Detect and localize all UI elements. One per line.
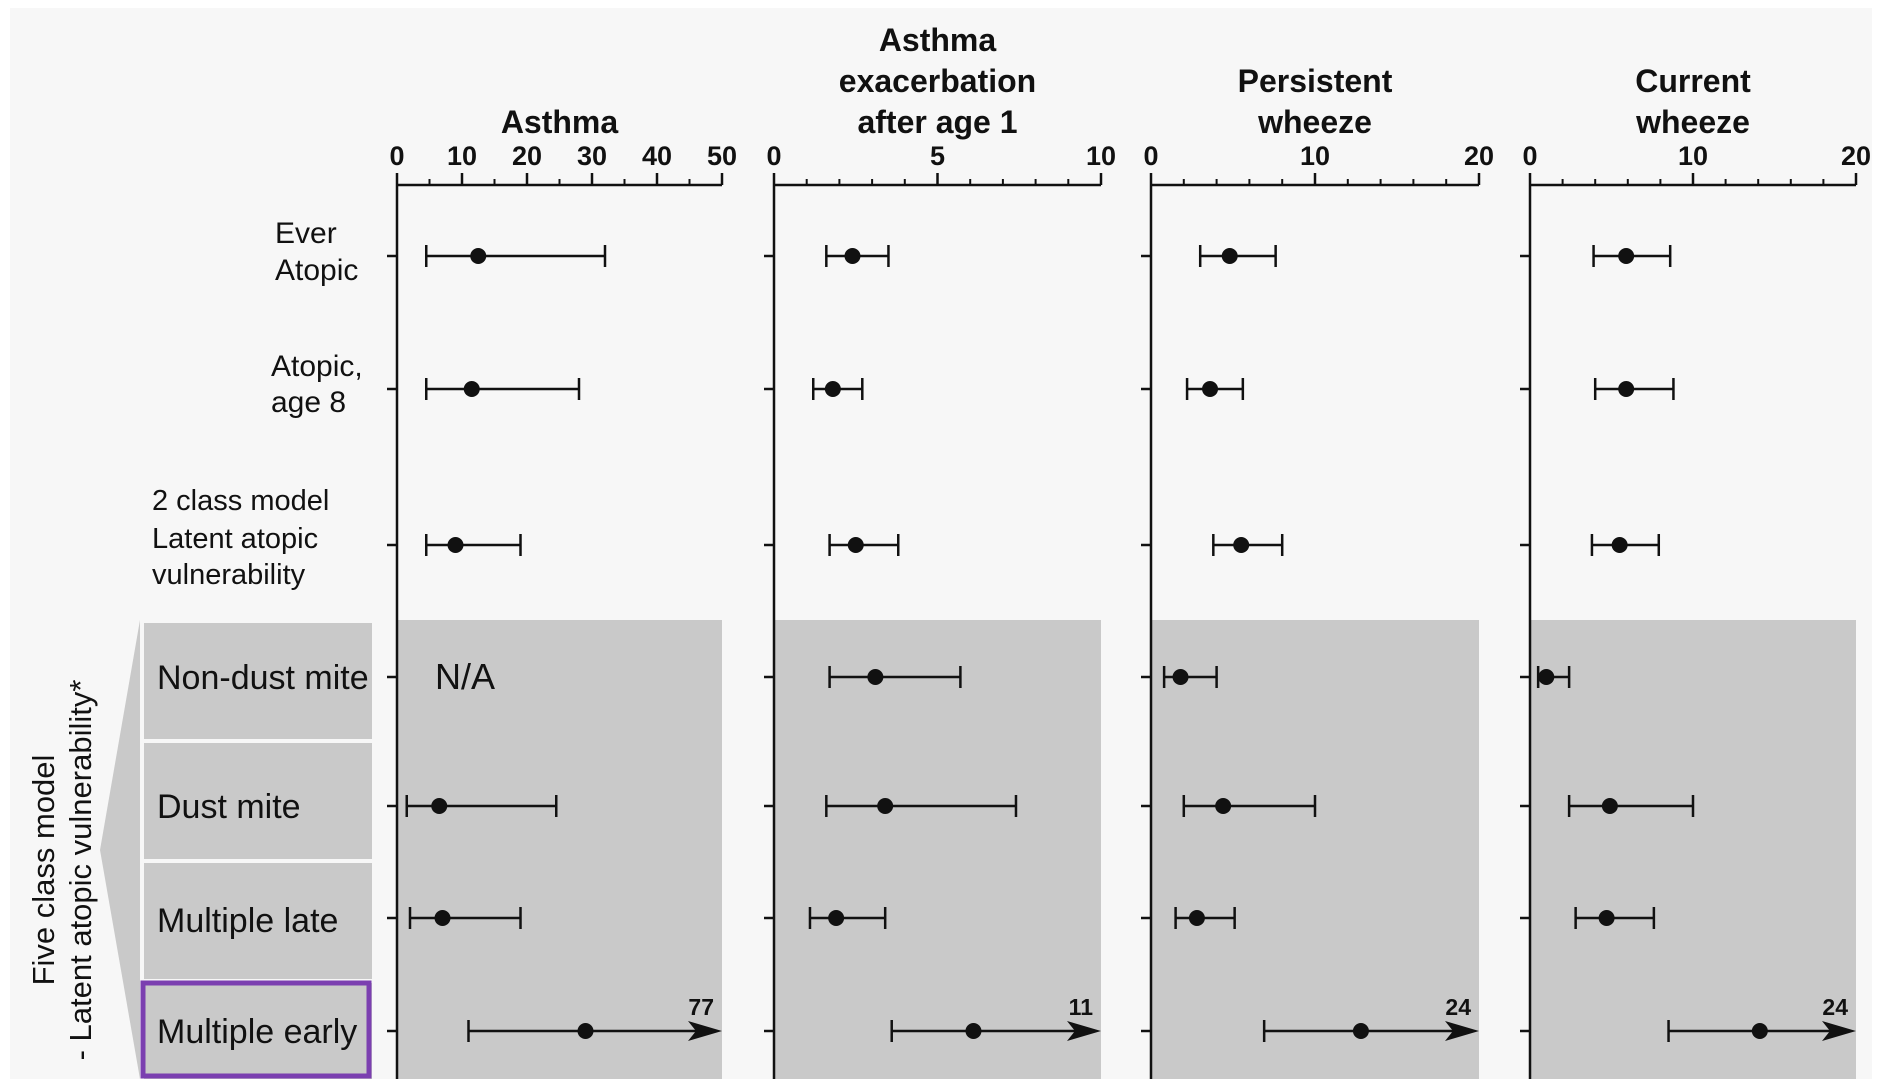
point-estimate-ever-atopic xyxy=(1221,248,1238,264)
group-bracket-arrow xyxy=(100,620,140,1079)
point-estimate-non-dust-mite xyxy=(1172,669,1189,685)
tick-label: 0 xyxy=(389,141,404,171)
point-estimate-non-dust-mite xyxy=(867,669,884,685)
panel-title: after age 1 xyxy=(857,104,1017,140)
point-estimate-atopic-age-8 xyxy=(463,381,480,397)
point-estimate-multiple-late xyxy=(828,910,845,926)
panel-title: Asthma xyxy=(501,104,619,140)
point-estimate-multiple-late xyxy=(1598,910,1615,926)
tick-label: 10 xyxy=(447,141,477,171)
point-estimate-two-class xyxy=(447,537,464,553)
point-estimate-atopic-age-8 xyxy=(824,381,841,397)
row-label-two-class: 2 class model xyxy=(152,485,329,517)
ci-upper-label: 11 xyxy=(1069,994,1094,1020)
tick-label: 0 xyxy=(1522,141,1537,171)
point-estimate-dust-mite xyxy=(877,798,894,814)
panel-shade-4 xyxy=(1530,620,1856,1079)
na-label: N/A xyxy=(435,656,495,697)
point-estimate-non-dust-mite xyxy=(1538,669,1555,685)
point-estimate-dust-mite xyxy=(431,798,448,814)
panel-title: wheeze xyxy=(1635,104,1750,140)
panel-title: Persistent xyxy=(1238,63,1393,99)
row-label-box-non-dust-mite xyxy=(144,623,372,739)
tick-label: 50 xyxy=(707,141,737,171)
point-estimate-atopic-age-8 xyxy=(1202,381,1219,397)
panel-title: wheeze xyxy=(1257,104,1372,140)
row-label-box-dust-mite xyxy=(144,743,372,859)
group-label-line: Five class model xyxy=(26,755,61,986)
row-label-non-dust-mite: Non-dust mite xyxy=(157,659,369,697)
point-estimate-two-class xyxy=(1233,537,1250,553)
tick-label: 30 xyxy=(577,141,607,171)
row-label-box-multiple-early xyxy=(144,983,372,1079)
row-label-dust-mite: Dust mite xyxy=(157,788,301,826)
point-estimate-two-class xyxy=(847,537,864,553)
tick-label: 10 xyxy=(1300,141,1330,171)
point-estimate-multiple-early xyxy=(577,1023,594,1039)
point-estimate-dust-mite xyxy=(1215,798,1232,814)
point-estimate-multiple-late xyxy=(1188,910,1205,926)
group-label-line: - Latent atopic vulnerability* xyxy=(63,680,98,1061)
ci-upper-label: 77 xyxy=(688,994,714,1020)
panel-title: Asthma xyxy=(879,22,997,58)
row-label-atopic-age-8: Atopic, xyxy=(271,350,363,383)
point-estimate-dust-mite xyxy=(1601,798,1618,814)
point-estimate-multiple-early xyxy=(965,1023,982,1039)
row-label-ever-atopic: Atopic xyxy=(275,254,358,287)
row-label-atopic-age-8: age 8 xyxy=(271,386,346,419)
tick-label: 20 xyxy=(512,141,542,171)
point-estimate-multiple-early xyxy=(1352,1023,1369,1039)
tick-label: 0 xyxy=(766,141,781,171)
ci-arrow-multiple-early xyxy=(1822,1021,1856,1041)
point-estimate-multiple-late xyxy=(434,910,451,926)
highlight-box-multiple-early xyxy=(140,980,372,1079)
ci-upper-label: 24 xyxy=(1445,994,1471,1020)
point-estimate-atopic-age-8 xyxy=(1618,381,1635,397)
row-label-ever-atopic: Ever xyxy=(275,217,337,250)
ci-arrow-multiple-early xyxy=(1067,1021,1101,1041)
row-label-two-class: Latent atopic xyxy=(152,523,318,555)
tick-label: 0 xyxy=(1143,141,1158,171)
panel-shade-2 xyxy=(774,620,1101,1079)
row-label-two-class: vulnerability xyxy=(152,559,306,591)
ci-arrow-multiple-early xyxy=(1445,1021,1479,1041)
ci-arrow-multiple-early xyxy=(688,1021,722,1041)
tick-label: 20 xyxy=(1464,141,1494,171)
panel-shade-1 xyxy=(397,620,722,1079)
point-estimate-ever-atopic xyxy=(470,248,487,264)
tick-label: 40 xyxy=(642,141,672,171)
panel-title: exacerbation xyxy=(839,63,1036,99)
row-label-multiple-late: Multiple late xyxy=(157,902,338,940)
tick-label: 20 xyxy=(1841,141,1871,171)
tick-label: 10 xyxy=(1086,141,1116,171)
point-estimate-ever-atopic xyxy=(844,248,861,264)
point-estimate-multiple-early xyxy=(1751,1023,1768,1039)
point-estimate-ever-atopic xyxy=(1618,248,1635,264)
tick-label: 10 xyxy=(1678,141,1708,171)
row-label-multiple-early: Multiple early xyxy=(157,1013,357,1051)
point-estimate-two-class xyxy=(1611,537,1628,553)
tick-label: 5 xyxy=(930,141,945,171)
row-label-box-multiple-late xyxy=(144,863,372,979)
ci-upper-label: 24 xyxy=(1822,994,1848,1020)
panel-title: Current xyxy=(1635,63,1751,99)
panel-shade-3 xyxy=(1151,620,1479,1079)
